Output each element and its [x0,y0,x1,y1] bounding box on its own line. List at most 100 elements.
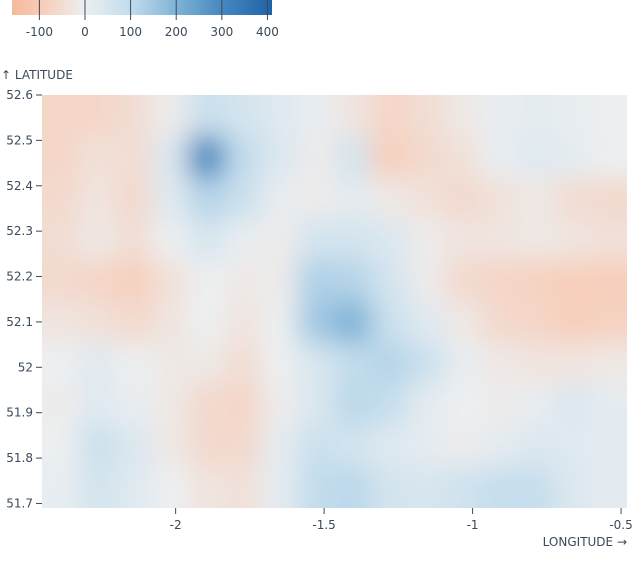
legend-tick-label: 200 [165,25,188,39]
heatmap-cell [151,218,189,261]
heatmap-cell [480,136,518,179]
heatmap-cell [151,342,189,385]
heatmap-cell [42,136,80,179]
heatmap-cell [115,342,153,385]
heatmap-cell [553,342,591,385]
heatmap-cell [115,95,153,137]
heatmap-cell [42,466,80,508]
x-tick-label: -1 [467,518,479,532]
legend-tick-label: 400 [256,25,279,39]
heatmap-cell [261,301,299,344]
heatmap-cell [261,260,299,302]
heatmap-cell [407,136,445,179]
heatmap-cell [334,301,372,344]
heatmap-cell [297,384,335,426]
heatmap-cell [480,342,518,385]
heatmap-cell [444,384,482,426]
y-tick-label: 51.9 [6,406,33,420]
heatmap-cell [444,136,482,179]
x-tick-label: -2 [170,518,182,532]
heatmap-cell [188,95,226,137]
heatmap-cell [407,425,445,468]
heatmap-cell [444,301,482,344]
heatmap-cell [407,95,445,137]
heatmap-cell [115,218,153,261]
heatmap-cell [480,177,518,220]
heatmap-cell [115,425,153,468]
heatmap-cell [42,342,80,385]
heatmap-cell [334,218,372,261]
heatmap-cell [224,95,262,137]
heatmap-cell [480,425,518,468]
heatmap-cell [517,95,555,137]
heatmap-cell [590,425,627,468]
heatmap-cell [297,342,335,385]
heatmap-cell [480,218,518,261]
heatmap-cell [517,218,555,261]
heatmap-cell [553,136,591,179]
heatmap-cell [261,466,299,508]
heatmap-cell [480,301,518,344]
heatmap-cell [371,301,409,344]
heatmap-cell [590,260,627,302]
heatmap-cell [590,342,627,385]
legend-tick-label: 100 [119,25,142,39]
heatmap-cell [517,260,555,302]
heatmap-cell [297,425,335,468]
heatmap-cell [224,342,262,385]
heatmap-cell [188,384,226,426]
heatmap-cell [553,384,591,426]
heatmap-cell [444,342,482,385]
heatmap-cell [334,136,372,179]
heatmap-cell [297,466,335,508]
heatmap-cell [371,177,409,220]
heatmap-cell [407,218,445,261]
heatmap-cell [517,136,555,179]
heatmap-cell [553,177,591,220]
heatmap-cell [590,218,627,261]
heatmap-cell [480,260,518,302]
y-tick-label: 51.8 [6,451,33,465]
plot-area [42,95,627,508]
heatmap-cell [261,136,299,179]
heatmap-cell [517,177,555,220]
y-tick-label: 52.6 [6,88,33,102]
heatmap-cell [151,260,189,302]
heatmap-cell [407,301,445,344]
heatmap-cell [480,95,518,137]
heatmap-cell [371,425,409,468]
heatmap-cell [151,301,189,344]
heatmap-cell [115,301,153,344]
heatmap-cell [334,425,372,468]
heatmap-cell [224,136,262,179]
heatmap-cell [42,301,80,344]
heatmap-cell [188,466,226,508]
heatmap-cell [78,384,116,426]
heatmap-cell [407,177,445,220]
x-axis: -2 -1.5 -1 -0.5 [170,508,633,532]
legend-tick-label: -100 [26,25,53,39]
x-tick-label: -0.5 [609,518,632,532]
heatmap-cell [188,425,226,468]
y-tick-label: 52 [18,360,33,374]
heatmap-cell [78,95,116,137]
heatmap-cell [261,342,299,385]
heatmap-cell [115,136,153,179]
heatmap-cell [42,95,80,137]
heatmap-cell [553,95,591,137]
heatmap-cell [297,301,335,344]
heatmap-cell [115,384,153,426]
y-tick-label: 52.4 [6,179,33,193]
heatmap-cell [188,218,226,261]
heatmap-cell [517,466,555,508]
heatmap-cell [517,342,555,385]
heatmap-cell [115,466,153,508]
heatmap-cell [188,301,226,344]
heatmap-cell [42,260,80,302]
heatmap-cell [224,425,262,468]
heatmap-cell [115,177,153,220]
heatmap-cell [480,466,518,508]
heatmap-cell [78,342,116,385]
heatmap-cell [224,301,262,344]
y-tick-label: 52.1 [6,315,33,329]
